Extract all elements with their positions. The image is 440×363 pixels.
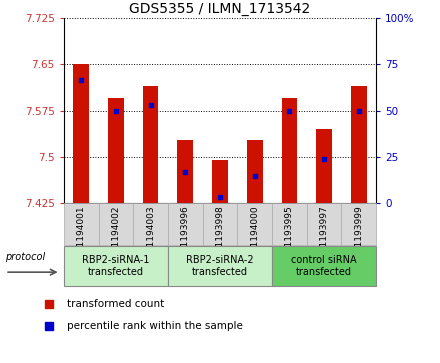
Text: protocol: protocol bbox=[5, 252, 45, 262]
Text: GSM1193997: GSM1193997 bbox=[319, 205, 329, 266]
Text: GSM1193995: GSM1193995 bbox=[285, 205, 294, 266]
Bar bbox=[237, 203, 272, 245]
Text: RBP2-siRNA-1
transfected: RBP2-siRNA-1 transfected bbox=[82, 255, 150, 277]
Bar bbox=[64, 203, 99, 245]
Text: GSM1194000: GSM1194000 bbox=[250, 205, 259, 266]
Text: GSM1194002: GSM1194002 bbox=[111, 205, 121, 266]
Bar bbox=[247, 140, 263, 203]
Text: control siRNA
transfected: control siRNA transfected bbox=[291, 255, 357, 277]
Bar bbox=[143, 86, 158, 203]
Bar bbox=[168, 246, 272, 286]
Text: transformed count: transformed count bbox=[67, 299, 164, 309]
Bar bbox=[108, 98, 124, 203]
Text: RBP2-siRNA-2
transfected: RBP2-siRNA-2 transfected bbox=[186, 255, 254, 277]
Bar bbox=[341, 203, 376, 245]
Bar bbox=[203, 203, 237, 245]
Bar bbox=[177, 140, 193, 203]
Text: GSM1194001: GSM1194001 bbox=[77, 205, 86, 266]
Bar bbox=[212, 160, 228, 203]
Bar bbox=[73, 64, 89, 203]
Bar bbox=[307, 203, 341, 245]
Text: percentile rank within the sample: percentile rank within the sample bbox=[67, 321, 242, 331]
Text: GSM1193999: GSM1193999 bbox=[354, 205, 363, 266]
Bar bbox=[316, 129, 332, 203]
Text: GSM1193998: GSM1193998 bbox=[216, 205, 224, 266]
Bar bbox=[282, 98, 297, 203]
Bar bbox=[168, 203, 203, 245]
Bar bbox=[99, 203, 133, 245]
Title: GDS5355 / ILMN_1713542: GDS5355 / ILMN_1713542 bbox=[129, 2, 311, 16]
Text: GSM1194003: GSM1194003 bbox=[146, 205, 155, 266]
Text: GSM1193996: GSM1193996 bbox=[181, 205, 190, 266]
Bar bbox=[133, 203, 168, 245]
Bar bbox=[351, 86, 367, 203]
Bar bbox=[272, 246, 376, 286]
Bar bbox=[64, 246, 168, 286]
Bar bbox=[272, 203, 307, 245]
